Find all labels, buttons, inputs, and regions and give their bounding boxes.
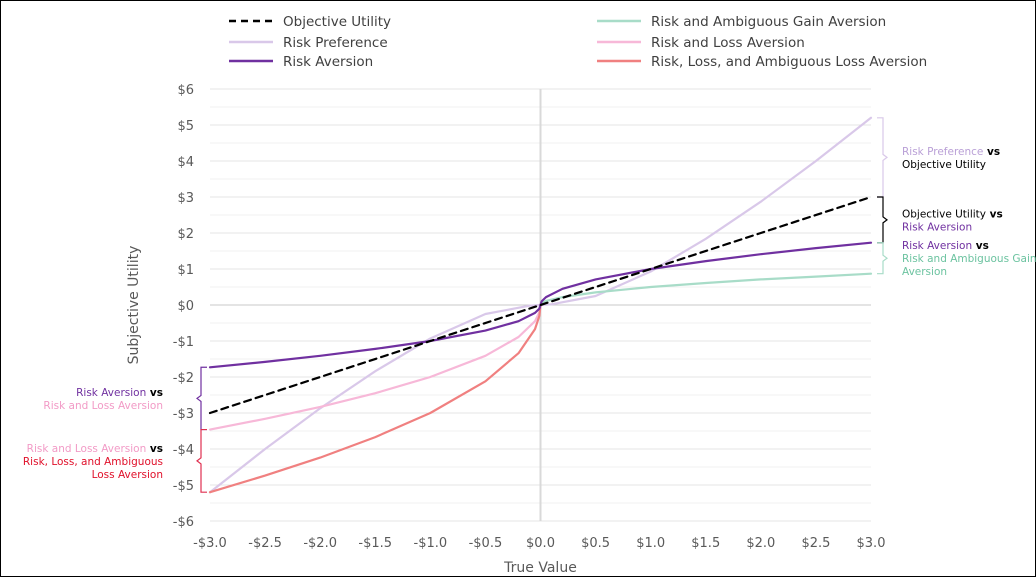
y-tick-label: $5: [177, 119, 194, 134]
y-tick-label: $4: [177, 155, 194, 170]
y-tick-label: -$2: [173, 371, 194, 386]
annotation-segment: Risk Aversion: [76, 387, 146, 399]
legend-label: Risk Aversion: [283, 54, 373, 70]
annotation-segment: Objective Utility: [902, 159, 986, 171]
x-tick-label: -$0.5: [469, 536, 503, 551]
annotation-bracket: [877, 196, 888, 244]
y-tick-label: $6: [177, 83, 194, 98]
annotation-text: Risk and Ambiguous Gain: [902, 253, 1036, 265]
x-tick-label: -$2.5: [248, 536, 282, 551]
legend-item: Risk Aversion: [229, 54, 373, 70]
legend-label: Risk Preference: [283, 35, 388, 51]
y-tick-label: $3: [177, 191, 194, 206]
annotation-text: Risk and Loss Aversion vs: [27, 443, 163, 455]
y-tick-label: $2: [177, 227, 194, 242]
x-tick-label: -$1.5: [358, 536, 392, 551]
annotation-bracket: [877, 117, 888, 198]
annotation-segment: vs: [146, 387, 163, 399]
legend-item: Risk Preference: [229, 35, 388, 51]
legend-label: Risk, Loss, and Ambiguous Loss Aversion: [651, 54, 927, 70]
annotation-segment: Risk Aversion: [902, 240, 972, 252]
annotation-segment: Risk and Loss Aversion: [43, 400, 163, 412]
annotation-segment: Aversion: [902, 266, 947, 278]
annotation-segment: Risk, Loss, and Ambiguous: [23, 456, 163, 468]
series-line-objective-utility: [208, 195, 873, 415]
y-tick-label: $1: [177, 263, 194, 278]
x-tick-label: $0.5: [581, 536, 610, 551]
annotation-text: Objective Utility: [902, 159, 986, 171]
annotation-segment: Risk and Loss Aversion: [27, 443, 147, 455]
annotation-text: Aversion: [902, 266, 947, 278]
annotation-text: Risk Aversion vs: [902, 240, 989, 252]
y-tick-label: -$3: [173, 407, 194, 422]
x-tick-label: $3.0: [857, 536, 886, 551]
annotation-segment: Risk Preference: [902, 146, 983, 158]
x-tick-label: -$2.0: [303, 536, 337, 551]
series-line-risk-loss-and-ambiguous-loss-aversion: [208, 303, 542, 494]
annotation-text: Loss Aversion: [92, 469, 163, 481]
legend-item: Risk and Ambiguous Gain Aversion: [597, 14, 886, 30]
x-tick-label: $0.0: [526, 536, 555, 551]
legend-item: Objective Utility: [229, 14, 391, 30]
annotation-text: Risk Aversion: [902, 221, 972, 233]
legend-label: Risk and Ambiguous Gain Aversion: [651, 14, 886, 30]
legend-label: Risk and Loss Aversion: [651, 35, 805, 51]
y-tick-label: -$4: [173, 443, 194, 458]
annotation-segment: vs: [986, 208, 1003, 220]
x-tick-label: -$3.0: [193, 536, 227, 551]
annotation-text: Risk Preference vs: [902, 146, 1000, 158]
annotation-bracket: [196, 366, 207, 431]
annotation-text: Objective Utility vs: [902, 208, 1003, 220]
x-tick-label: $1.0: [636, 536, 665, 551]
x-tick-label: -$1.0: [414, 536, 448, 551]
annotation-text: Risk, Loss, and Ambiguous: [23, 456, 163, 468]
y-tick-label: -$6: [173, 515, 194, 530]
legend-label: Objective Utility: [283, 14, 391, 30]
legend-item: Risk, Loss, and Ambiguous Loss Aversion: [597, 54, 927, 70]
annotation-segment: vs: [972, 240, 989, 252]
x-axis-title: True Value: [503, 560, 577, 576]
annotation-text: Risk and Loss Aversion: [43, 400, 163, 412]
legend-item: Risk and Loss Aversion: [597, 35, 805, 51]
y-tick-label: -$1: [173, 335, 194, 350]
annotation-segment: Objective Utility: [902, 208, 986, 220]
annotation-segment: Loss Aversion: [92, 469, 163, 481]
y-tick-label: -$5: [173, 479, 194, 494]
x-tick-label: $1.5: [691, 536, 720, 551]
y-axis-title: Subjective Utility: [126, 246, 142, 365]
x-tick-label: $2.0: [746, 536, 775, 551]
x-tick-label: $2.5: [801, 536, 830, 551]
annotation-bracket: [196, 428, 207, 493]
annotation-segment: vs: [983, 146, 1000, 158]
series-line-risk-and-ambiguous-gain-aversion: [539, 272, 873, 307]
annotation-segment: vs: [146, 443, 163, 455]
y-tick-label: $0: [177, 299, 194, 314]
annotation-segment: Risk and Ambiguous Gain: [902, 253, 1036, 265]
annotation-segment: Risk Aversion: [902, 221, 972, 233]
annotation-text: Risk Aversion vs: [76, 387, 163, 399]
annotation-bracket: [877, 242, 888, 275]
series-line-risk-and-loss-aversion: [208, 303, 542, 431]
